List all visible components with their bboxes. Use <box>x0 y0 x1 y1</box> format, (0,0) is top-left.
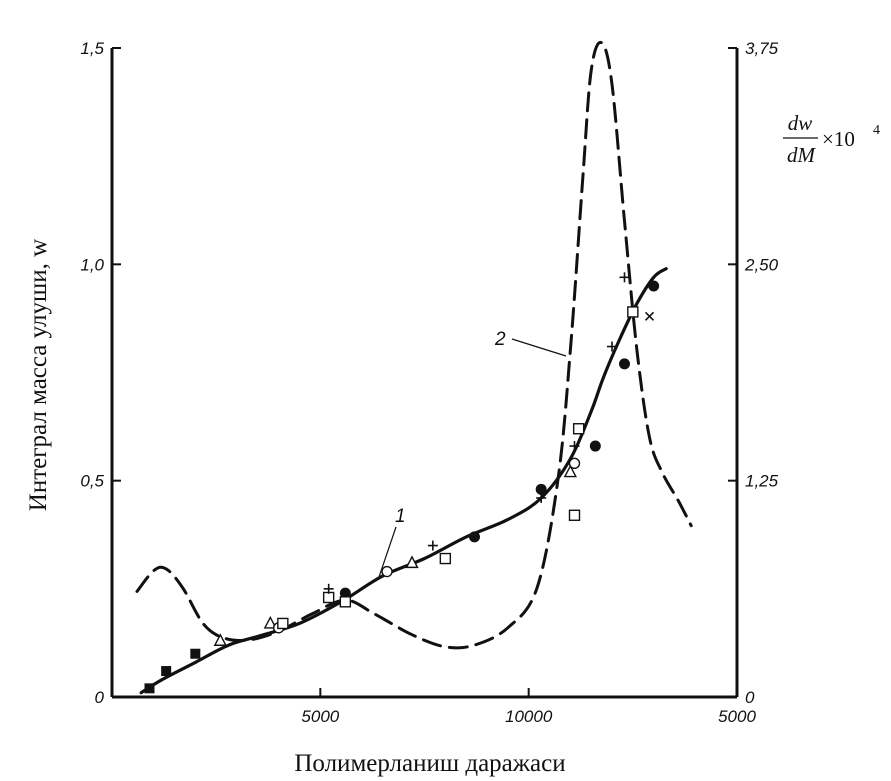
marker-open-circle-1 <box>381 565 393 578</box>
y-left-tick-label-2: 1,0 <box>80 255 104 274</box>
marker-plus-3 <box>569 441 580 452</box>
y-axis-title: Интеграл масса улуши, w <box>25 239 52 511</box>
marker-plus-0 <box>323 583 334 594</box>
y-right-tick-label-3: 3,75 <box>745 39 779 58</box>
marker-open-square-4 <box>568 509 581 521</box>
y-right-tick-label-0: 0 <box>745 688 755 707</box>
x-axis-title: Полимерланиш даражаси <box>294 750 565 777</box>
y-right-denominator: dM <box>787 143 817 167</box>
series-1-leader <box>378 526 397 578</box>
series-2-label: 2 <box>494 329 567 357</box>
marker-filled-square-0 <box>144 683 155 694</box>
y-left-tick-label-0: 0 <box>95 688 105 707</box>
marker-filled-circle-5 <box>648 280 660 292</box>
y-left-tick-label-3: 1,5 <box>80 39 104 58</box>
series-2-leader <box>511 338 567 357</box>
marker-plus-5 <box>619 272 630 283</box>
marker-open-circle-2 <box>568 457 581 470</box>
marker-plus-1 <box>427 540 438 551</box>
marker-open-triangle-3 <box>563 464 577 478</box>
marker-filled-circle-4 <box>619 358 630 370</box>
curves <box>135 40 693 695</box>
series-2-curve <box>135 40 693 650</box>
marker-filled-circle-0 <box>339 587 351 599</box>
marker-open-square-0 <box>277 617 289 630</box>
y-right-multiplier: ×10 <box>822 127 855 151</box>
series-1-label-text: 1 <box>395 506 406 527</box>
marker-plus-4 <box>607 341 617 352</box>
x-tick-label-2: 5000 <box>718 707 756 726</box>
marker-open-square-3 <box>439 552 452 565</box>
x-tick-label-1: 10000 <box>505 707 553 726</box>
series-1-label: 1 <box>378 506 406 578</box>
y-right-tick-label-2: 2,50 <box>744 255 779 274</box>
marker-cross-0 <box>644 311 655 321</box>
marker-filled-square-1 <box>161 666 172 677</box>
series-1-curve <box>139 267 668 695</box>
y-right-numerator: dw <box>788 111 813 135</box>
marker-open-triangle-0 <box>213 633 227 646</box>
marker-open-square-6 <box>627 306 639 318</box>
x-tick-label-0: 5000 <box>301 707 339 726</box>
marker-open-square-1 <box>322 591 335 604</box>
marker-open-triangle-1 <box>263 615 277 629</box>
axes <box>110 48 739 699</box>
marker-open-square-5 <box>572 423 585 435</box>
markers <box>144 272 660 694</box>
series-2-label-text: 2 <box>494 329 506 350</box>
marker-open-square-2 <box>339 596 352 608</box>
marker-filled-circle-1 <box>469 531 480 543</box>
y-right-tick-label-1: 1,25 <box>745 472 779 491</box>
marker-cross-0-b <box>644 311 655 321</box>
marker-filled-circle-3 <box>589 440 601 452</box>
marker-open-triangle-2 <box>405 555 419 569</box>
y-left-tick-label-1: 0,5 <box>80 472 104 491</box>
marker-filled-circle-2 <box>535 483 547 495</box>
marker-filled-square-2 <box>190 648 201 659</box>
y-right-axis-title: dw dM ×10 4 <box>783 111 880 167</box>
marker-plus-2 <box>536 492 547 503</box>
y-right-exponent: 4 <box>873 123 880 138</box>
